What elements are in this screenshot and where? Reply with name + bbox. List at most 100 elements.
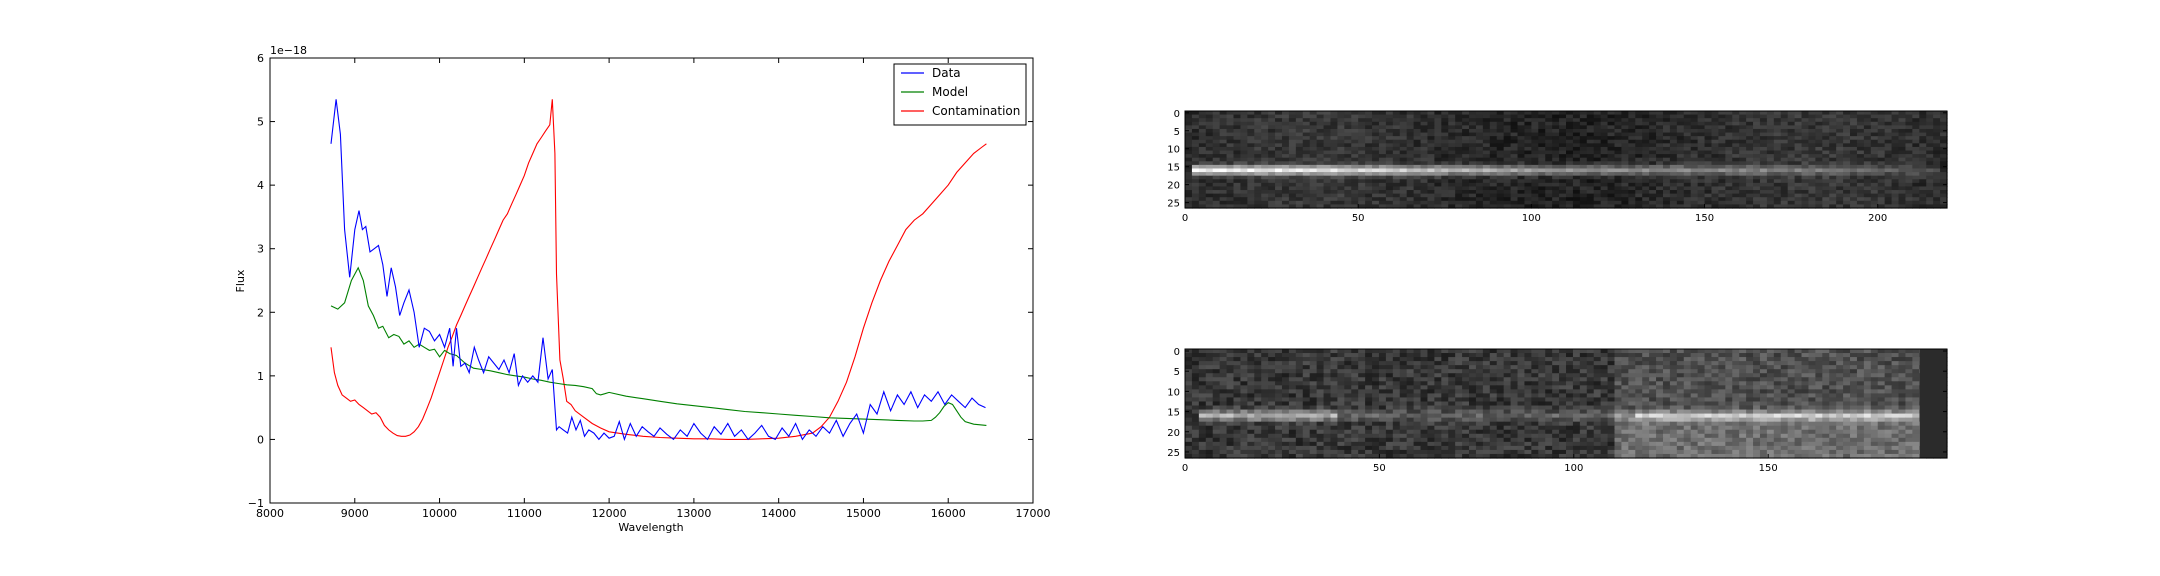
image-pixel (1559, 146, 1567, 152)
image-pixel (1358, 413, 1366, 419)
image-pixel (1337, 349, 1345, 354)
image-pixel (1794, 385, 1803, 390)
image-pixel (1808, 179, 1816, 184)
image-pixel (1427, 369, 1435, 374)
image-pixel (1281, 361, 1290, 366)
image-pixel (1226, 175, 1235, 180)
image-pixel (1191, 154, 1200, 159)
image-pixel (1288, 157, 1297, 162)
image-pixel (1607, 357, 1616, 362)
image-pixel (1378, 121, 1387, 126)
image-pixel (1469, 353, 1477, 358)
image-pixel (1808, 143, 1816, 148)
image-pixel (1739, 143, 1747, 148)
image-pixel (1372, 179, 1380, 184)
image-pixel (1905, 128, 1913, 134)
image-pixel (1649, 128, 1657, 134)
image-pixel (1288, 381, 1297, 386)
image-pixel (1482, 150, 1491, 155)
image-pixel (1378, 200, 1387, 205)
image-pixel (1254, 397, 1262, 403)
image-pixel (1759, 172, 1768, 177)
image-pixel (1420, 118, 1429, 123)
image-pixel (1579, 186, 1588, 191)
image-pixel (1420, 401, 1429, 407)
image-pixel (1801, 389, 1810, 395)
image-pixel (1247, 132, 1255, 137)
image-pixel (1669, 186, 1678, 191)
image-pixel (1413, 193, 1422, 198)
image-pixel (1676, 385, 1685, 390)
image-pixel (1697, 357, 1706, 362)
image-pixel (1372, 150, 1380, 155)
image-pixel (1510, 150, 1519, 155)
image-pixel (1455, 114, 1463, 119)
image-pixel (1240, 111, 1248, 116)
image-pixel (1309, 161, 1318, 166)
image-pixel (1607, 154, 1616, 159)
image-pixel (1843, 369, 1851, 374)
image-pixel (1732, 204, 1740, 209)
image-pixel (1434, 143, 1442, 148)
image-pixel (1330, 154, 1338, 159)
x-tick-label: 15000 (846, 507, 881, 520)
image-pixel (1850, 204, 1858, 209)
image-pixel (1635, 136, 1643, 141)
image-pixel (1780, 150, 1789, 155)
image-pixel (1649, 164, 1657, 170)
image-pixel (1281, 186, 1290, 191)
image-pixel (1268, 413, 1276, 419)
image-pixel (1441, 349, 1449, 354)
image-pixel (1191, 193, 1200, 198)
image-pixel (1642, 154, 1650, 159)
image-pixel (1690, 200, 1699, 205)
image-pixel (1268, 381, 1276, 386)
image-pixel (1372, 200, 1380, 205)
image-pixel (1288, 182, 1297, 188)
image-pixel (1538, 114, 1546, 119)
image-pixel (1538, 381, 1546, 386)
image-pixel (1877, 150, 1886, 155)
image-pixel (1586, 139, 1595, 144)
image-pixel (1773, 397, 1782, 403)
image-pixel (1427, 154, 1435, 159)
image-pixel (1572, 139, 1581, 144)
image-pixel (1552, 175, 1560, 180)
image-pixel (1198, 369, 1207, 374)
image-pixel (1614, 405, 1623, 411)
image-pixel (1531, 409, 1539, 415)
image-pixel (1198, 417, 1207, 423)
image-pixel (1829, 381, 1837, 386)
image-pixel (1559, 349, 1567, 354)
image-pixel (1766, 125, 1775, 130)
image-pixel (1469, 139, 1477, 144)
image-pixel (1212, 125, 1221, 130)
image-pixel (1302, 353, 1311, 358)
image-pixel (1898, 154, 1907, 159)
image-pixel (1233, 136, 1242, 141)
image-pixel (1406, 164, 1415, 170)
image-pixel (1552, 381, 1560, 386)
image-pixel (1281, 405, 1290, 411)
image-pixel (1219, 369, 1228, 374)
image-pixel (1766, 204, 1775, 209)
image-pixel (1815, 157, 1823, 162)
image-pixel (1378, 161, 1387, 166)
image-pixel (1559, 136, 1567, 141)
image-pixel (1510, 193, 1519, 198)
image-pixel (1836, 357, 1844, 362)
image-pixel (1281, 143, 1290, 148)
image-pixel (1323, 132, 1332, 137)
image-pixel (1392, 182, 1401, 188)
image-pixel (1538, 193, 1546, 198)
image-pixel (1780, 128, 1789, 134)
image-pixel (1413, 143, 1422, 148)
image-pixel (1295, 164, 1304, 170)
image-pixel (1635, 186, 1643, 191)
image-pixel (1233, 143, 1242, 148)
image-pixel (1850, 385, 1858, 390)
image-pixel (1489, 357, 1498, 362)
image-pixel (1545, 204, 1553, 209)
image-pixel (1919, 186, 1927, 191)
image-pixel (1725, 357, 1733, 362)
